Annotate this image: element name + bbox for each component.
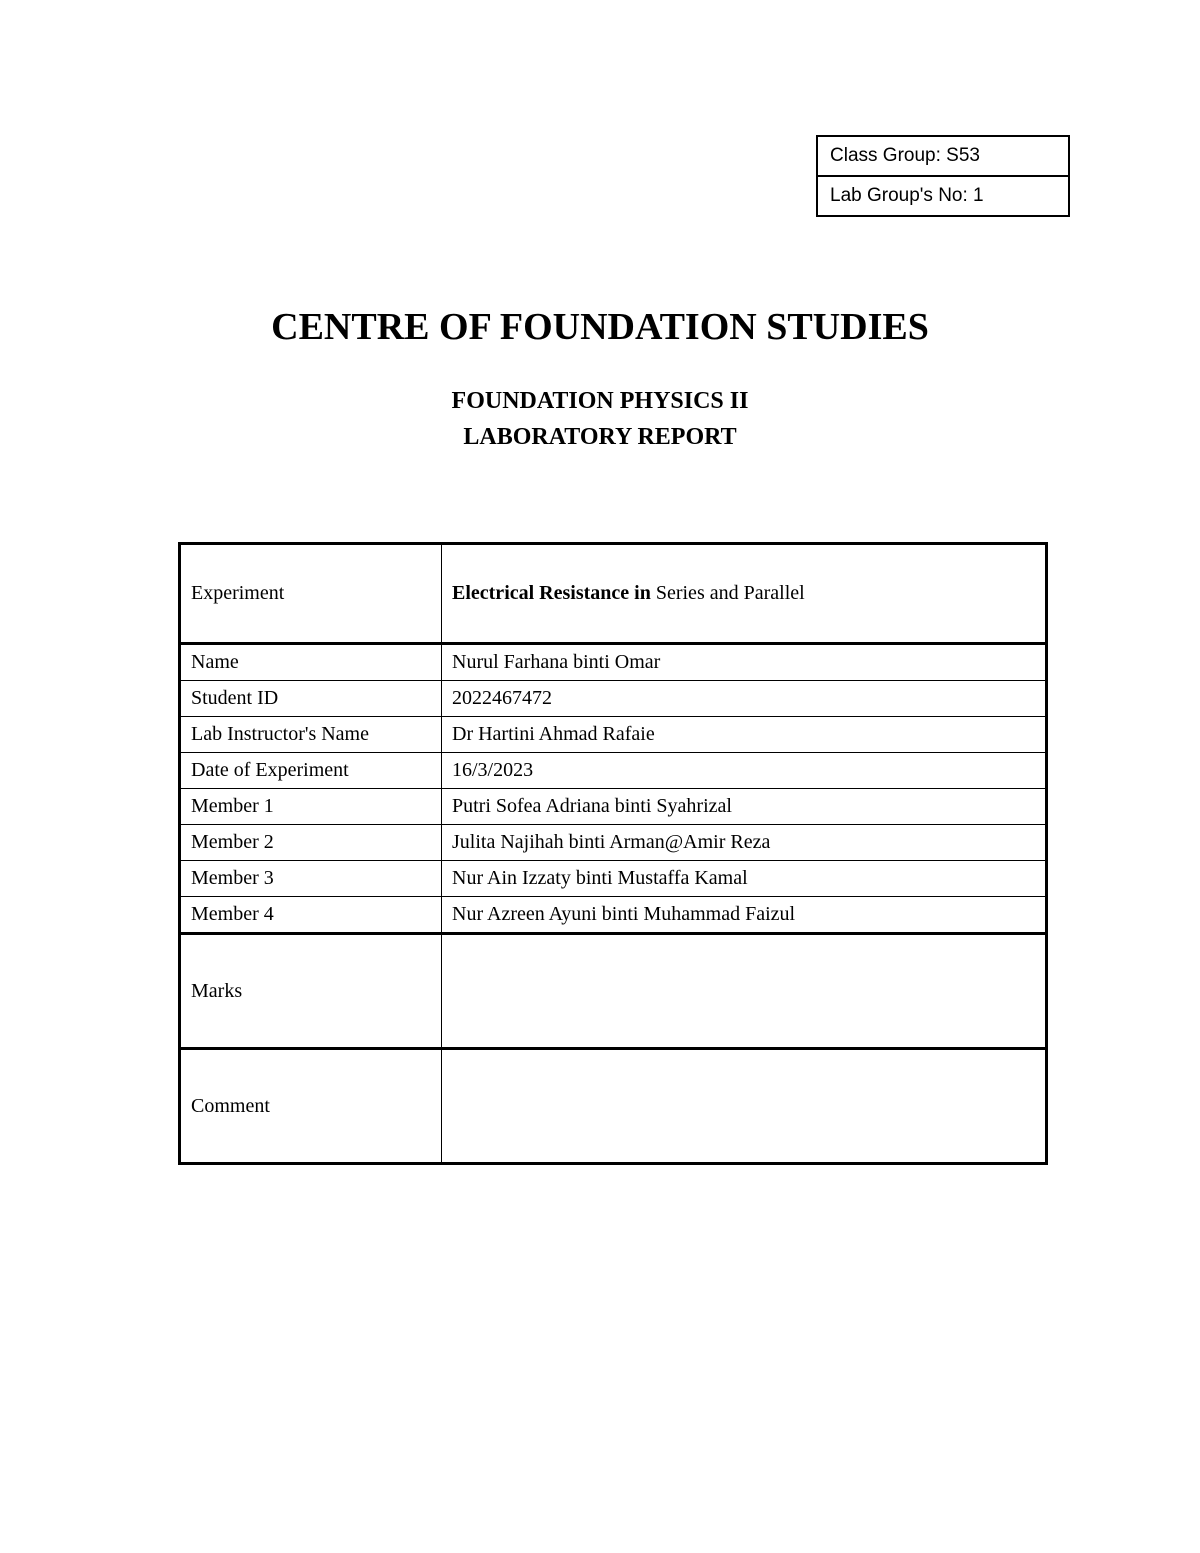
member2-label: Member 2 (180, 825, 442, 861)
experiment-value: Electrical Resistance in Series and Para… (442, 544, 1047, 644)
lab-group-value: 1 (973, 185, 984, 206)
member2-value: Julita Najihah binti Arman@Amir Reza (442, 825, 1047, 861)
member1-value: Putri Sofea Adriana binti Syahrizal (442, 789, 1047, 825)
student-id-label: Student ID (180, 681, 442, 717)
name-label: Name (180, 644, 442, 681)
info-box: Class Group: S53 Lab Group's No: 1 (816, 135, 1070, 217)
date-row: Date of Experiment 16/3/2023 (180, 753, 1047, 789)
experiment-label: Experiment (180, 544, 442, 644)
experiment-row: Experiment Electrical Resistance in Seri… (180, 544, 1047, 644)
student-id-value: 2022467472 (442, 681, 1047, 717)
subtitle-report: LABORATORY REPORT (0, 424, 1200, 451)
lab-group-row: Lab Group's No: 1 (818, 177, 1068, 215)
date-label: Date of Experiment (180, 753, 442, 789)
main-title: CENTRE OF FOUNDATION STUDIES (0, 305, 1200, 349)
comment-row: Comment (180, 1049, 1047, 1164)
marks-label: Marks (180, 934, 442, 1049)
date-value: 16/3/2023 (442, 753, 1047, 789)
student-id-row: Student ID 2022467472 (180, 681, 1047, 717)
instructor-row: Lab Instructor's Name Dr Hartini Ahmad R… (180, 717, 1047, 753)
member4-label: Member 4 (180, 897, 442, 934)
experiment-bold-text: Electrical Resistance in (452, 582, 656, 604)
subtitle-course: FOUNDATION PHYSICS II (0, 388, 1200, 415)
name-value: Nurul Farhana binti Omar (442, 644, 1047, 681)
details-table: Experiment Electrical Resistance in Seri… (178, 542, 1048, 1165)
member4-value: Nur Azreen Ayuni binti Muhammad Faizul (442, 897, 1047, 934)
member3-value: Nur Ain Izzaty binti Mustaffa Kamal (442, 861, 1047, 897)
instructor-value: Dr Hartini Ahmad Rafaie (442, 717, 1047, 753)
instructor-label: Lab Instructor's Name (180, 717, 442, 753)
lab-group-label: Lab Group's No: (830, 185, 973, 206)
class-group-row: Class Group: S53 (818, 137, 1068, 177)
class-group-label: Class Group: (830, 145, 946, 166)
comment-value (442, 1049, 1047, 1164)
comment-label: Comment (180, 1049, 442, 1164)
name-row: Name Nurul Farhana binti Omar (180, 644, 1047, 681)
class-group-value: S53 (946, 145, 980, 166)
experiment-rest-text: Series and Parallel (656, 582, 805, 604)
member2-row: Member 2 Julita Najihah binti Arman@Amir… (180, 825, 1047, 861)
member4-row: Member 4 Nur Azreen Ayuni binti Muhammad… (180, 897, 1047, 934)
member3-label: Member 3 (180, 861, 442, 897)
marks-row: Marks (180, 934, 1047, 1049)
marks-value (442, 934, 1047, 1049)
member1-row: Member 1 Putri Sofea Adriana binti Syahr… (180, 789, 1047, 825)
member1-label: Member 1 (180, 789, 442, 825)
member3-row: Member 3 Nur Ain Izzaty binti Mustaffa K… (180, 861, 1047, 897)
